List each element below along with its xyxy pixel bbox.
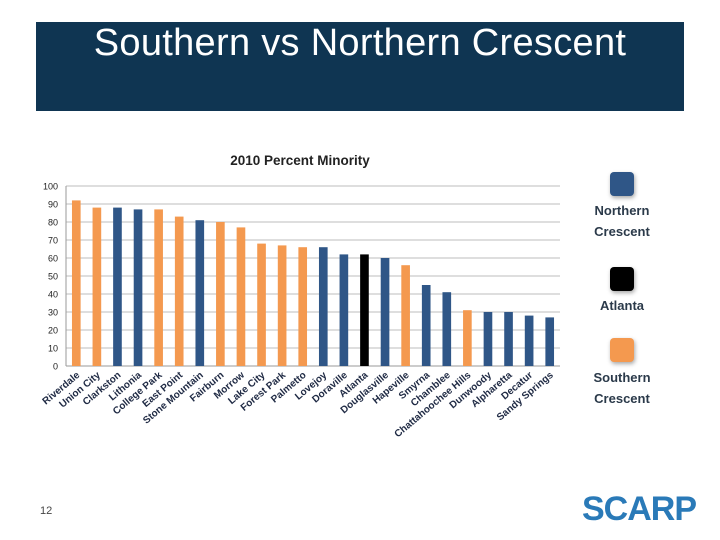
y-tick-label: 90 [48,200,58,210]
legend-label-southern: Southern Crescent [582,367,662,409]
legend-label-northern: Northern Crescent [582,200,662,242]
y-tick-label: 10 [48,344,58,354]
y-tick-label: 0 [53,362,58,372]
bar [236,227,246,366]
logo-text: SCARP [582,490,697,528]
y-tick-label: 100 [43,182,58,192]
chart-title: 2010 Percent Minority [230,153,370,168]
bar [277,245,287,366]
bar [360,254,369,366]
legend-swatch-southern [610,338,634,362]
slide-title: Southern vs Northern Crescent [93,22,627,64]
bar [216,222,225,366]
y-tick-label: 20 [48,326,58,336]
legend-swatch-northern [610,172,634,196]
bar [421,285,431,366]
bar [133,209,143,366]
bar [504,312,513,366]
bar [401,265,410,366]
bar [92,207,102,366]
bar [463,310,472,366]
bar [113,207,122,366]
bar [524,315,534,366]
legend-label-line1: Atlanta [599,298,645,313]
scarp-logo: SCARP [582,492,697,532]
y-tick-label: 80 [48,218,58,228]
title-banner [36,22,684,111]
bar [339,254,349,366]
y-tick-label: 70 [48,236,58,246]
bar [442,292,452,366]
y-tick-label: 60 [48,254,58,264]
bar [318,247,328,366]
legend-swatch-atlanta [610,267,634,291]
bar [298,247,308,366]
bar [483,312,493,366]
page-number: 12 [40,505,53,517]
y-tick-label: 30 [48,308,58,318]
bar [545,317,555,366]
bar [154,209,163,366]
legend-label-line2: Crescent [594,224,650,239]
bar [71,200,81,366]
bar [257,243,266,366]
legend-label-line1: Northern [594,203,650,218]
legend-label-atlanta: Atlanta [582,295,662,316]
bar [380,258,390,366]
bar [174,216,184,366]
y-tick-label: 40 [48,290,58,300]
bar [195,220,205,366]
legend-label-line1: Southern [593,370,651,385]
y-tick-label: 50 [48,272,58,282]
legend-label-line2: Crescent [594,391,650,406]
